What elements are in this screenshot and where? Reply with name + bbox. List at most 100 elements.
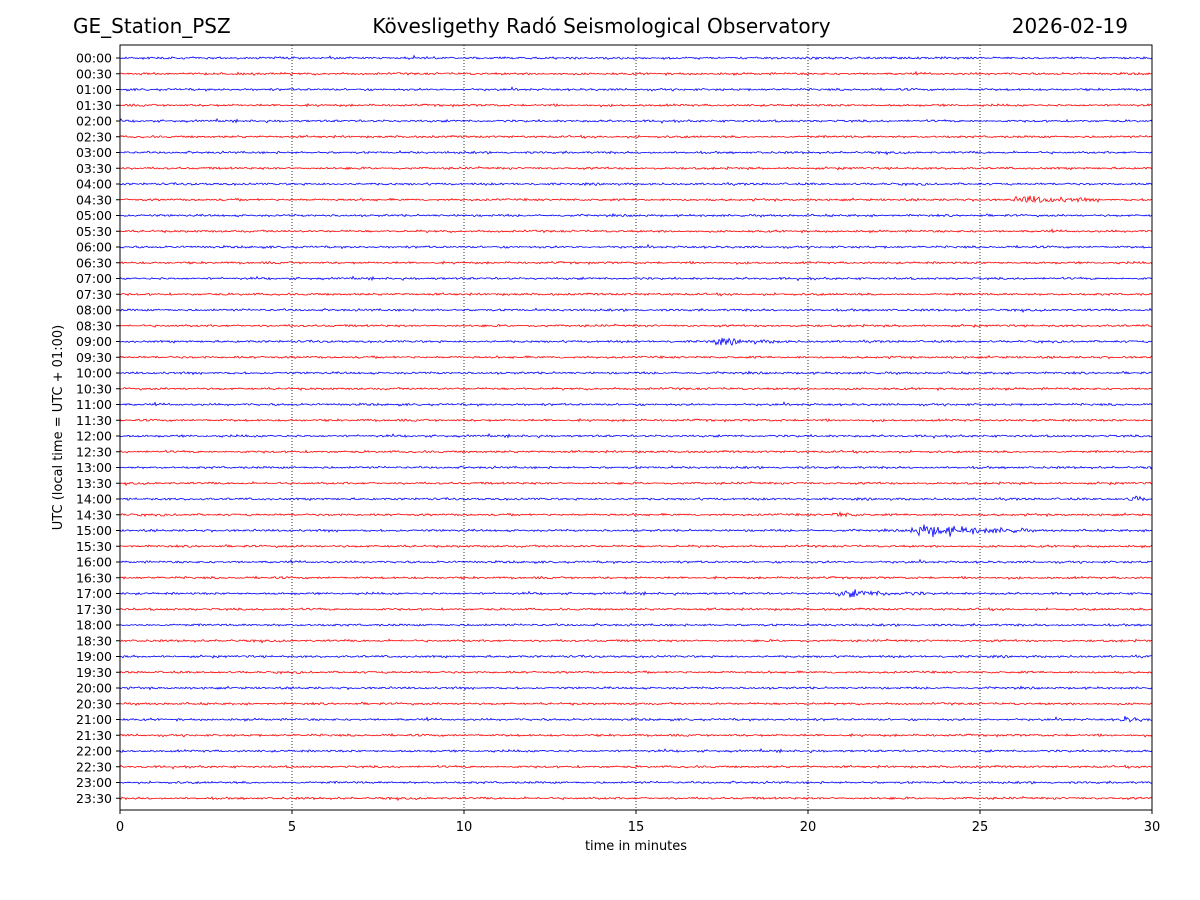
trace-0400 [119, 181, 1153, 187]
x-tick-label: 10 [456, 820, 473, 835]
y-tick-label: 21:30 [76, 728, 112, 743]
trace-0600 [119, 243, 1153, 250]
trace-1030 [119, 386, 1153, 392]
trace-0730 [120, 291, 1153, 297]
trace-1500 [119, 524, 1153, 538]
y-tick-label: 22:30 [76, 759, 112, 774]
x-tick-label: 30 [1144, 820, 1161, 835]
trace-2030 [119, 701, 1153, 706]
y-tick-label: 05:30 [76, 224, 112, 239]
trace-0430 [119, 195, 1153, 204]
trace-0100 [119, 86, 1153, 92]
x-tick-label: 0 [116, 820, 124, 835]
y-tick-label: 17:00 [76, 586, 112, 601]
y-tick-label: 08:30 [76, 318, 112, 333]
trace-1630 [119, 575, 1153, 581]
y-tick-label: 00:30 [76, 66, 112, 81]
y-tick-label: 16:30 [76, 570, 112, 585]
y-tick-label: 06:30 [76, 255, 112, 270]
trace-0230 [119, 134, 1153, 139]
x-tick-label: 5 [288, 820, 296, 835]
y-tick-label: 11:30 [76, 413, 112, 428]
y-tick-label: 12:00 [76, 429, 112, 444]
trace-0900 [119, 337, 1153, 347]
chart-title: Kövesligethy Radó Seismological Observat… [372, 14, 831, 38]
y-tick-label: 22:00 [76, 744, 112, 759]
y-tick-label: 10:00 [76, 366, 112, 381]
trace-0030 [119, 70, 1153, 77]
y-tick-label: 02:30 [76, 129, 112, 144]
y-tick-label: 08:00 [76, 303, 112, 318]
y-tick-label: 06:00 [76, 240, 112, 255]
y-tick-label: 14:30 [76, 507, 112, 522]
y-tick-label: 00:00 [76, 51, 112, 66]
y-tick-label: 09:30 [76, 350, 112, 365]
y-tick-label: 20:00 [76, 681, 112, 696]
date-label: 2026-02-19 [1011, 14, 1128, 38]
trace-0930 [119, 354, 1153, 360]
y-tick-label: 15:30 [76, 539, 112, 554]
trace-2100 [119, 715, 1153, 723]
y-tick-label: 01:30 [76, 98, 112, 113]
trace-1600 [119, 558, 1153, 565]
traces [119, 54, 1153, 802]
trace-1900 [119, 654, 1153, 659]
y-tick-label: 20:30 [76, 696, 112, 711]
y-tick-label: 03:30 [76, 161, 112, 176]
grid-lines [291, 45, 981, 810]
y-tick-label: 03:00 [76, 145, 112, 160]
y-tick-label: 07:30 [76, 287, 112, 302]
trace-0300 [119, 149, 1153, 156]
y-tick-label: 12:30 [76, 444, 112, 459]
trace-1930 [119, 670, 1153, 675]
trace-2230 [119, 764, 1153, 770]
y-axis-label: UTC (local time = UTC + 01:00) [51, 325, 66, 530]
trace-0500 [119, 212, 1153, 218]
y-tick-label: 19:30 [76, 665, 112, 680]
station-label: GE_Station_PSZ [73, 14, 231, 38]
trace-1200 [119, 432, 1153, 439]
trace-0000 [119, 54, 1153, 61]
y-tick-label: 13:30 [76, 476, 112, 491]
trace-1530 [119, 544, 1153, 549]
trace-2130 [119, 732, 1153, 738]
y-tick-label: 21:00 [76, 712, 112, 727]
trace-1730 [119, 606, 1153, 612]
trace-1130 [119, 417, 1153, 423]
y-tick-label: 01:00 [76, 82, 112, 97]
y-tick-label: 18:30 [76, 633, 112, 648]
x-axis-label: time in minutes [585, 839, 687, 854]
trace-1800 [119, 622, 1152, 628]
x-tick-label: 20 [800, 820, 817, 835]
trace-0630 [119, 260, 1153, 266]
trace-0130 [119, 102, 1153, 108]
trace-1000 [119, 370, 1153, 376]
trace-1400 [119, 495, 1153, 502]
y-tick-label: 16:00 [76, 555, 112, 570]
y-tick-label: 23:30 [76, 791, 112, 806]
x-axis: 0 5 10 15 20 25 30 [116, 810, 1160, 835]
trace-0330 [119, 166, 1153, 171]
trace-0830 [119, 323, 1153, 328]
plot-frame [119, 44, 1153, 811]
y-axis: 00:0000:3001:0001:3002:0002:3003:0003:30… [76, 51, 120, 806]
trace-0200 [119, 117, 1153, 124]
trace-2200 [119, 747, 1153, 754]
y-tick-label: 23:00 [76, 775, 112, 790]
y-tick-label: 02:00 [76, 114, 112, 129]
trace-1230 [119, 449, 1153, 454]
y-tick-label: 18:00 [76, 618, 112, 633]
trace-0530 [119, 228, 1153, 234]
y-tick-label: 10:30 [76, 381, 112, 396]
trace-1830 [119, 638, 1153, 644]
trace-2000 [119, 685, 1153, 691]
y-tick-label: 19:00 [76, 649, 112, 664]
trace-1300 [119, 464, 1153, 470]
trace-1700 [119, 589, 1153, 598]
trace-1330 [119, 481, 1153, 487]
y-tick-label: 09:00 [76, 334, 112, 349]
y-tick-label: 13:00 [76, 460, 112, 475]
y-tick-label: 04:00 [76, 177, 112, 192]
y-tick-label: 04:30 [76, 192, 112, 207]
